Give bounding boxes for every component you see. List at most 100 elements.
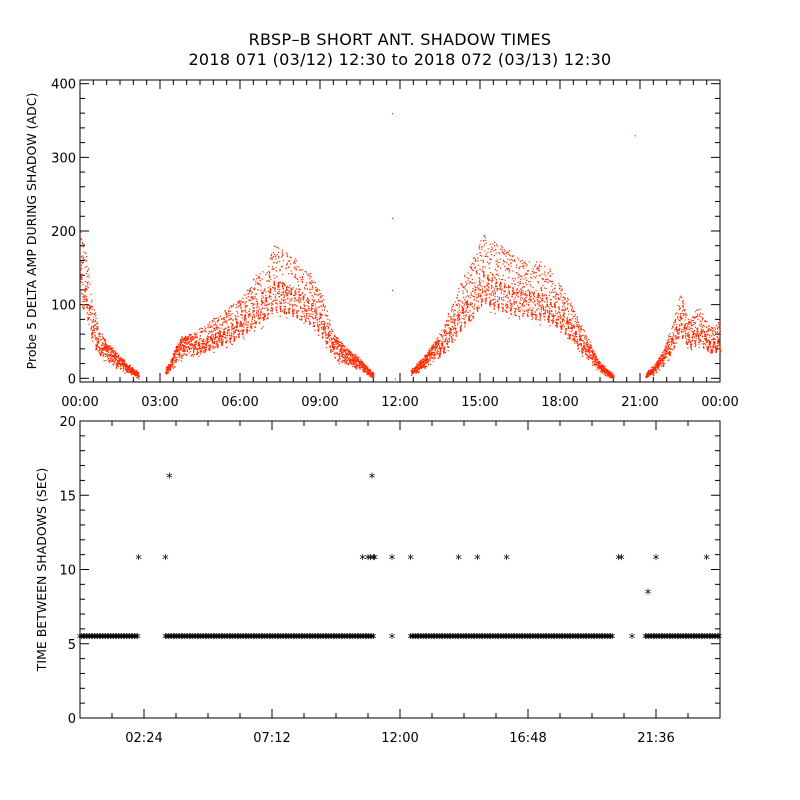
top-data-point <box>181 355 183 357</box>
top-data-point <box>248 291 250 293</box>
top-data-point <box>452 334 454 336</box>
top-data-point <box>530 310 532 312</box>
top-data-point <box>472 269 475 271</box>
top-data-point <box>187 346 189 348</box>
top-data-point <box>323 321 325 323</box>
top-data-point <box>243 326 245 328</box>
top-data-point <box>108 357 110 360</box>
top-data-point <box>419 361 421 363</box>
top-data-point <box>212 340 214 342</box>
top-data-point <box>509 259 511 261</box>
top-data-point <box>479 273 481 275</box>
top-data-point <box>191 343 193 345</box>
top-data-point <box>302 310 304 312</box>
top-data-point <box>312 281 314 283</box>
top-data-point <box>199 331 201 333</box>
top-data-point <box>301 269 304 271</box>
top-data-point <box>305 284 307 286</box>
top-data-point <box>338 362 340 365</box>
top-data-point <box>437 339 439 341</box>
top-data-point <box>458 307 460 309</box>
top-data-point <box>80 246 82 248</box>
top-data-point <box>185 341 187 344</box>
top-data-point <box>188 348 191 350</box>
top-data-point <box>216 324 218 326</box>
top-data-point <box>92 313 94 315</box>
top-data-point <box>528 281 530 283</box>
top-data-point <box>504 285 506 287</box>
top-data-point <box>505 295 507 297</box>
top-y-tick-label: 100 <box>51 299 76 314</box>
top-data-point <box>447 345 449 347</box>
top-data-point <box>519 266 521 268</box>
top-data-point <box>280 302 283 304</box>
top-data-point <box>223 328 226 330</box>
top-data-point <box>188 352 190 354</box>
top-data-point <box>509 255 511 257</box>
top-data-point <box>469 310 471 312</box>
plot-frame <box>79 79 721 383</box>
top-data-point <box>519 310 521 312</box>
top-data-point <box>540 266 542 268</box>
top-data-point <box>539 264 541 266</box>
top-data-point <box>510 312 512 314</box>
top-data-point <box>115 366 117 368</box>
top-data-point <box>423 360 425 362</box>
top-data-point <box>200 327 202 329</box>
top-data-point <box>184 349 186 351</box>
top-data-point <box>546 278 548 280</box>
top-data-point <box>241 314 243 316</box>
top-data-point <box>542 278 544 281</box>
top-data-point <box>436 346 438 349</box>
top-data-point <box>504 250 506 252</box>
top-data-point <box>533 313 535 315</box>
top-data-point <box>497 274 499 277</box>
top-data-point <box>86 281 88 284</box>
top-data-point <box>549 308 551 310</box>
top-data-point <box>373 376 375 378</box>
top-data-point <box>350 363 352 365</box>
top-data-point <box>194 334 196 336</box>
top-data-point <box>484 266 486 268</box>
top-data-point <box>296 266 298 268</box>
top-data-point <box>539 317 541 319</box>
top-data-point <box>101 334 103 336</box>
top-data-point <box>167 372 169 375</box>
top-data-point <box>251 296 253 298</box>
top-data-point <box>517 308 519 310</box>
top-data-point <box>465 311 467 313</box>
top-data-point <box>454 301 456 303</box>
top-data-point <box>254 296 256 298</box>
top-data-point <box>294 304 296 306</box>
top-data-point <box>316 319 318 321</box>
top-data-point <box>286 287 288 289</box>
top-data-point <box>538 300 540 302</box>
top-data-point <box>301 276 304 278</box>
top-data-point <box>457 303 459 305</box>
top-data-point <box>415 370 417 372</box>
top-data-point <box>226 335 229 337</box>
top-data-point <box>513 280 515 282</box>
top-data-point <box>109 345 112 347</box>
top-data-point <box>480 240 482 242</box>
top-data-point <box>245 297 248 299</box>
top-data-point <box>198 348 200 350</box>
top-data-point <box>181 341 183 343</box>
top-data-point <box>446 332 448 335</box>
top-data-point <box>263 313 266 315</box>
top-data-point <box>500 290 502 292</box>
top-data-point <box>330 350 332 352</box>
top-data-point <box>90 306 92 308</box>
top-data-point <box>272 304 274 306</box>
top-data-point <box>101 350 103 352</box>
top-data-point <box>489 258 491 260</box>
top-data-point <box>506 251 508 253</box>
chart-title-block: RBSP–B SHORT ANT. SHADOW TIMES 2018 071 … <box>0 30 800 70</box>
top-data-point <box>305 317 307 319</box>
top-data-point <box>287 286 289 288</box>
top-data-point <box>529 281 531 283</box>
top-data-point <box>239 320 242 323</box>
top-data-point <box>277 251 280 253</box>
top-data-point <box>217 346 219 348</box>
top-data-point <box>459 321 461 323</box>
